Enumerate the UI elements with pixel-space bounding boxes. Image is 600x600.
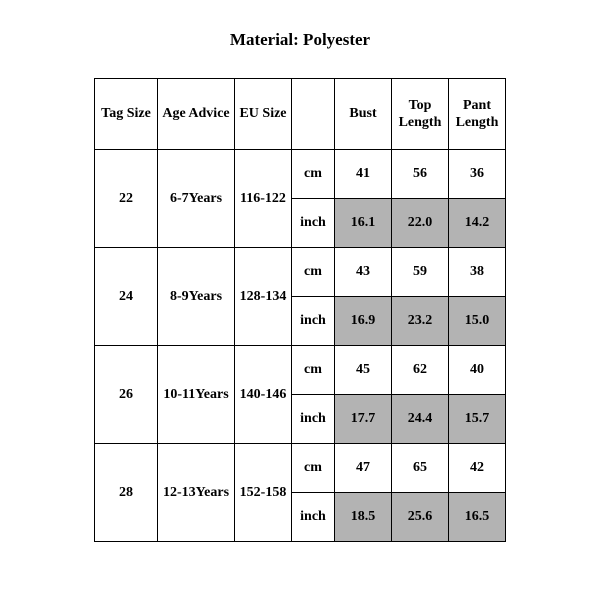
table-row: 26 10-11Years 140-146 cm 45 62 40 bbox=[95, 346, 506, 395]
cell-top-length-inch: 23.2 bbox=[392, 297, 449, 346]
cell-eu-size: 128-134 bbox=[235, 248, 292, 346]
cell-unit-inch: inch bbox=[292, 493, 335, 542]
cell-bust-inch: 16.9 bbox=[335, 297, 392, 346]
cell-pant-length-cm: 36 bbox=[449, 150, 506, 199]
col-header-pant-length: Pant Length bbox=[449, 79, 506, 150]
cell-top-length-inch: 22.0 bbox=[392, 199, 449, 248]
cell-top-length-cm: 56 bbox=[392, 150, 449, 199]
cell-pant-length-inch: 15.7 bbox=[449, 395, 506, 444]
cell-age-advice: 12-13Years bbox=[158, 444, 235, 542]
cell-age-advice: 10-11Years bbox=[158, 346, 235, 444]
cell-tag-size: 28 bbox=[95, 444, 158, 542]
cell-top-length-cm: 59 bbox=[392, 248, 449, 297]
cell-eu-size: 116-122 bbox=[235, 150, 292, 248]
col-header-eu-size: EU Size bbox=[235, 79, 292, 150]
cell-pant-length-cm: 42 bbox=[449, 444, 506, 493]
cell-unit-inch: inch bbox=[292, 199, 335, 248]
cell-tag-size: 22 bbox=[95, 150, 158, 248]
cell-pant-length-inch: 15.0 bbox=[449, 297, 506, 346]
col-header-age-advice: Age Advice bbox=[158, 79, 235, 150]
cell-unit-cm: cm bbox=[292, 444, 335, 493]
cell-bust-cm: 47 bbox=[335, 444, 392, 493]
cell-top-length-inch: 24.4 bbox=[392, 395, 449, 444]
cell-bust-cm: 41 bbox=[335, 150, 392, 199]
col-header-top-length: Top Length bbox=[392, 79, 449, 150]
col-header-unit bbox=[292, 79, 335, 150]
cell-unit-cm: cm bbox=[292, 150, 335, 199]
cell-top-length-cm: 62 bbox=[392, 346, 449, 395]
cell-top-length-inch: 25.6 bbox=[392, 493, 449, 542]
table-row: 28 12-13Years 152-158 cm 47 65 42 bbox=[95, 444, 506, 493]
col-header-tag-size: Tag Size bbox=[95, 79, 158, 150]
cell-unit-cm: cm bbox=[292, 346, 335, 395]
cell-bust-cm: 45 bbox=[335, 346, 392, 395]
cell-unit-cm: cm bbox=[292, 248, 335, 297]
cell-tag-size: 26 bbox=[95, 346, 158, 444]
cell-top-length-cm: 65 bbox=[392, 444, 449, 493]
col-header-bust: Bust bbox=[335, 79, 392, 150]
cell-pant-length-inch: 16.5 bbox=[449, 493, 506, 542]
cell-age-advice: 6-7Years bbox=[158, 150, 235, 248]
page: Material: Polyester Tag Size Age Advice … bbox=[0, 0, 600, 600]
page-title: Material: Polyester bbox=[0, 30, 600, 50]
table-row: 22 6-7Years 116-122 cm 41 56 36 bbox=[95, 150, 506, 199]
cell-tag-size: 24 bbox=[95, 248, 158, 346]
cell-unit-inch: inch bbox=[292, 297, 335, 346]
table-row: 24 8-9Years 128-134 cm 43 59 38 bbox=[95, 248, 506, 297]
cell-pant-length-cm: 40 bbox=[449, 346, 506, 395]
cell-bust-inch: 16.1 bbox=[335, 199, 392, 248]
size-chart-table: Tag Size Age Advice EU Size Bust Top Len… bbox=[94, 78, 506, 542]
cell-pant-length-cm: 38 bbox=[449, 248, 506, 297]
cell-pant-length-inch: 14.2 bbox=[449, 199, 506, 248]
cell-bust-cm: 43 bbox=[335, 248, 392, 297]
cell-eu-size: 152-158 bbox=[235, 444, 292, 542]
cell-bust-inch: 17.7 bbox=[335, 395, 392, 444]
cell-eu-size: 140-146 bbox=[235, 346, 292, 444]
cell-unit-inch: inch bbox=[292, 395, 335, 444]
table-header-row: Tag Size Age Advice EU Size Bust Top Len… bbox=[95, 79, 506, 150]
cell-bust-inch: 18.5 bbox=[335, 493, 392, 542]
cell-age-advice: 8-9Years bbox=[158, 248, 235, 346]
